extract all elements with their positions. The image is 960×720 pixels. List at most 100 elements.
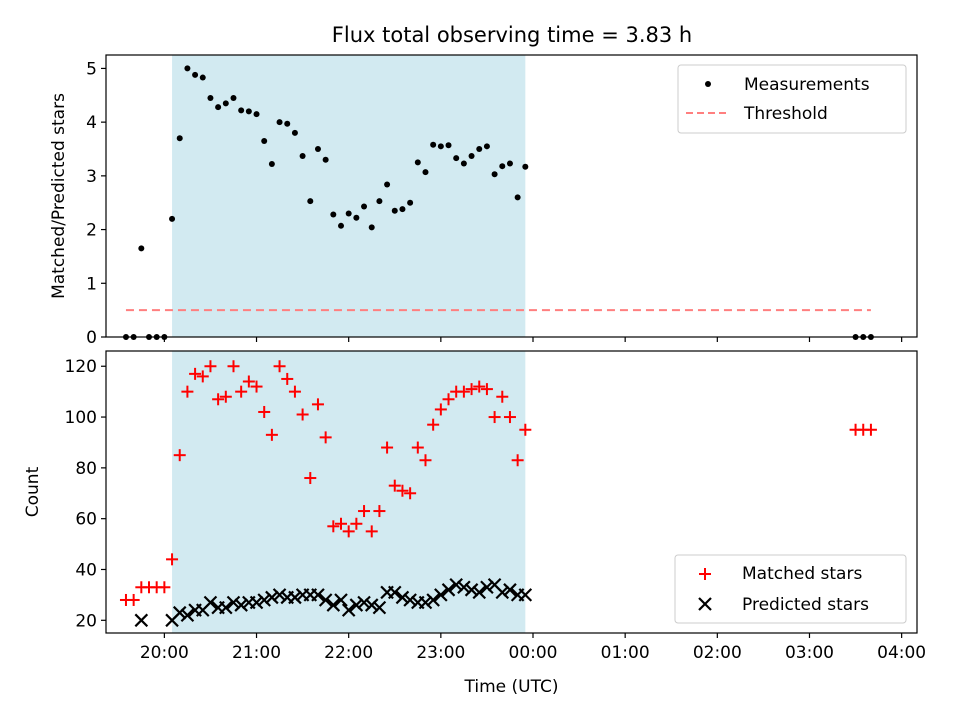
predicted-star-point — [326, 598, 341, 612]
x-tick-label: 01:00 — [601, 643, 650, 663]
matched-star-point — [434, 403, 447, 416]
measurement-point — [276, 119, 283, 126]
predicted-star-point — [426, 593, 440, 607]
measurement-point — [522, 163, 529, 170]
matched-star-point — [503, 411, 516, 424]
measurement-point — [460, 160, 467, 167]
bottom-x-axis: 20:00 21:00 22:00 23:00 00:00 01:00 02:00 03:00… — [140, 633, 926, 663]
measurement-point — [499, 163, 506, 170]
measurement-point — [468, 152, 475, 159]
matched-star-point — [488, 411, 501, 424]
y-tick-label: 4 — [86, 113, 97, 133]
measurement-point — [207, 94, 214, 101]
y-tick-label: 20 — [75, 611, 97, 631]
chart-title: Flux total observing time = 3.83 h — [332, 23, 692, 47]
bottom-y-axis: 20 40 60 80 100 120 — [65, 357, 106, 631]
predicted-star-point — [180, 608, 195, 622]
matched-star-point — [411, 441, 424, 454]
matched-star-point — [235, 385, 248, 398]
measurement-point — [391, 207, 398, 214]
measurement-point — [299, 152, 306, 159]
matched-star-point — [519, 423, 532, 436]
bottom-legend: Matched stars Predicted stars — [674, 554, 907, 624]
matched-star-point — [473, 380, 486, 393]
top-plot-frame — [105, 54, 918, 338]
matched-star-point — [864, 423, 877, 436]
legend-measurements-marker — [705, 81, 711, 87]
matched-star-point — [166, 553, 179, 566]
predicted-star-point — [172, 605, 187, 620]
matched-star-point — [511, 454, 524, 467]
predicted-star-point — [434, 588, 448, 602]
predicted-star-point — [134, 613, 149, 628]
legend-predicted-label: Predicted stars — [742, 595, 869, 615]
predicted-star-point — [334, 593, 348, 607]
matched-star-point — [327, 520, 340, 533]
matched-star-point — [189, 367, 202, 380]
measurement-point — [322, 156, 329, 163]
x-tick-label: 02:00 — [693, 643, 742, 663]
matched-star-point — [404, 487, 417, 500]
y-tick-label: 0 — [86, 328, 97, 348]
predicted-star-point — [272, 588, 287, 602]
matched-star-point — [173, 449, 186, 462]
measurement-point — [314, 146, 321, 152]
matched-star-point — [181, 385, 194, 398]
measurement-point — [445, 142, 452, 149]
measurement-point — [399, 206, 406, 213]
x-tick-label: 21:00 — [232, 643, 281, 663]
matched-star-point — [350, 517, 363, 530]
bottom-panel: 20 40 60 80 100 120 20:00 21:00 22:00 23:00 00:00… — [23, 350, 926, 697]
top-panel: 0 1 2 3 4 5 Matched/Predicted stars Measureme… — [49, 54, 918, 348]
x-tick-label: 22:00 — [324, 643, 373, 663]
matched-star-point — [212, 393, 225, 406]
measurement-point — [245, 108, 252, 115]
matched-star-point — [335, 517, 348, 530]
measurement-point — [437, 143, 444, 150]
measurement-point — [284, 120, 291, 127]
y-tick-label: 40 — [75, 560, 97, 580]
matched-star-point — [258, 405, 271, 418]
legend-plus-glyph — [699, 568, 711, 580]
top-y-axis-label: Matched/Predicted stars — [49, 93, 69, 299]
measurement-point — [476, 146, 483, 152]
bottom-legend-box — [674, 554, 907, 624]
y-tick-label: 3 — [86, 167, 97, 187]
top-legend: Measurements Threshold — [677, 64, 907, 134]
measurement-point — [422, 169, 429, 176]
bottom-y-axis-label: Count — [23, 466, 43, 517]
matched-star-point — [358, 505, 371, 518]
y-tick-label: 1 — [86, 274, 97, 294]
measurement-point — [268, 161, 275, 168]
matched-star-point — [311, 398, 324, 411]
matched-star-point — [288, 385, 301, 398]
matched-star-point — [480, 383, 493, 396]
matched-star-point — [281, 372, 294, 385]
matched-star-point — [373, 505, 386, 518]
y-tick-label: 5 — [86, 59, 97, 79]
matched-star-point — [250, 380, 263, 393]
predicted-star-point — [341, 603, 356, 617]
matched-star-point — [442, 393, 455, 406]
matched-star-point — [196, 370, 209, 383]
matched-star-point — [319, 431, 332, 444]
predicted-star-point — [403, 593, 417, 607]
predicted-star-point — [226, 595, 241, 610]
matched-star-point — [457, 385, 470, 398]
matched-star-point — [427, 418, 440, 431]
matched-star-point — [396, 484, 409, 497]
matched-star-point — [365, 525, 378, 538]
predicted-star-point — [472, 585, 487, 600]
matched-star-point — [296, 408, 309, 421]
legend-matched-marker — [699, 568, 711, 580]
measurement-point — [176, 135, 183, 142]
measurement-point — [307, 198, 314, 205]
x-tick-label: 03:00 — [785, 643, 834, 663]
measurement-point — [514, 194, 521, 201]
measurement-point — [483, 143, 490, 150]
measurement-point — [215, 104, 222, 111]
measurement-point — [384, 181, 391, 188]
measurement-point — [453, 155, 460, 162]
y-tick-label: 120 — [65, 357, 97, 377]
